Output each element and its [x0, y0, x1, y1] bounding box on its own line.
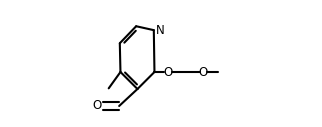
Text: O: O: [199, 66, 208, 79]
Text: N: N: [156, 24, 164, 37]
Text: O: O: [164, 66, 173, 79]
Text: O: O: [92, 99, 102, 113]
